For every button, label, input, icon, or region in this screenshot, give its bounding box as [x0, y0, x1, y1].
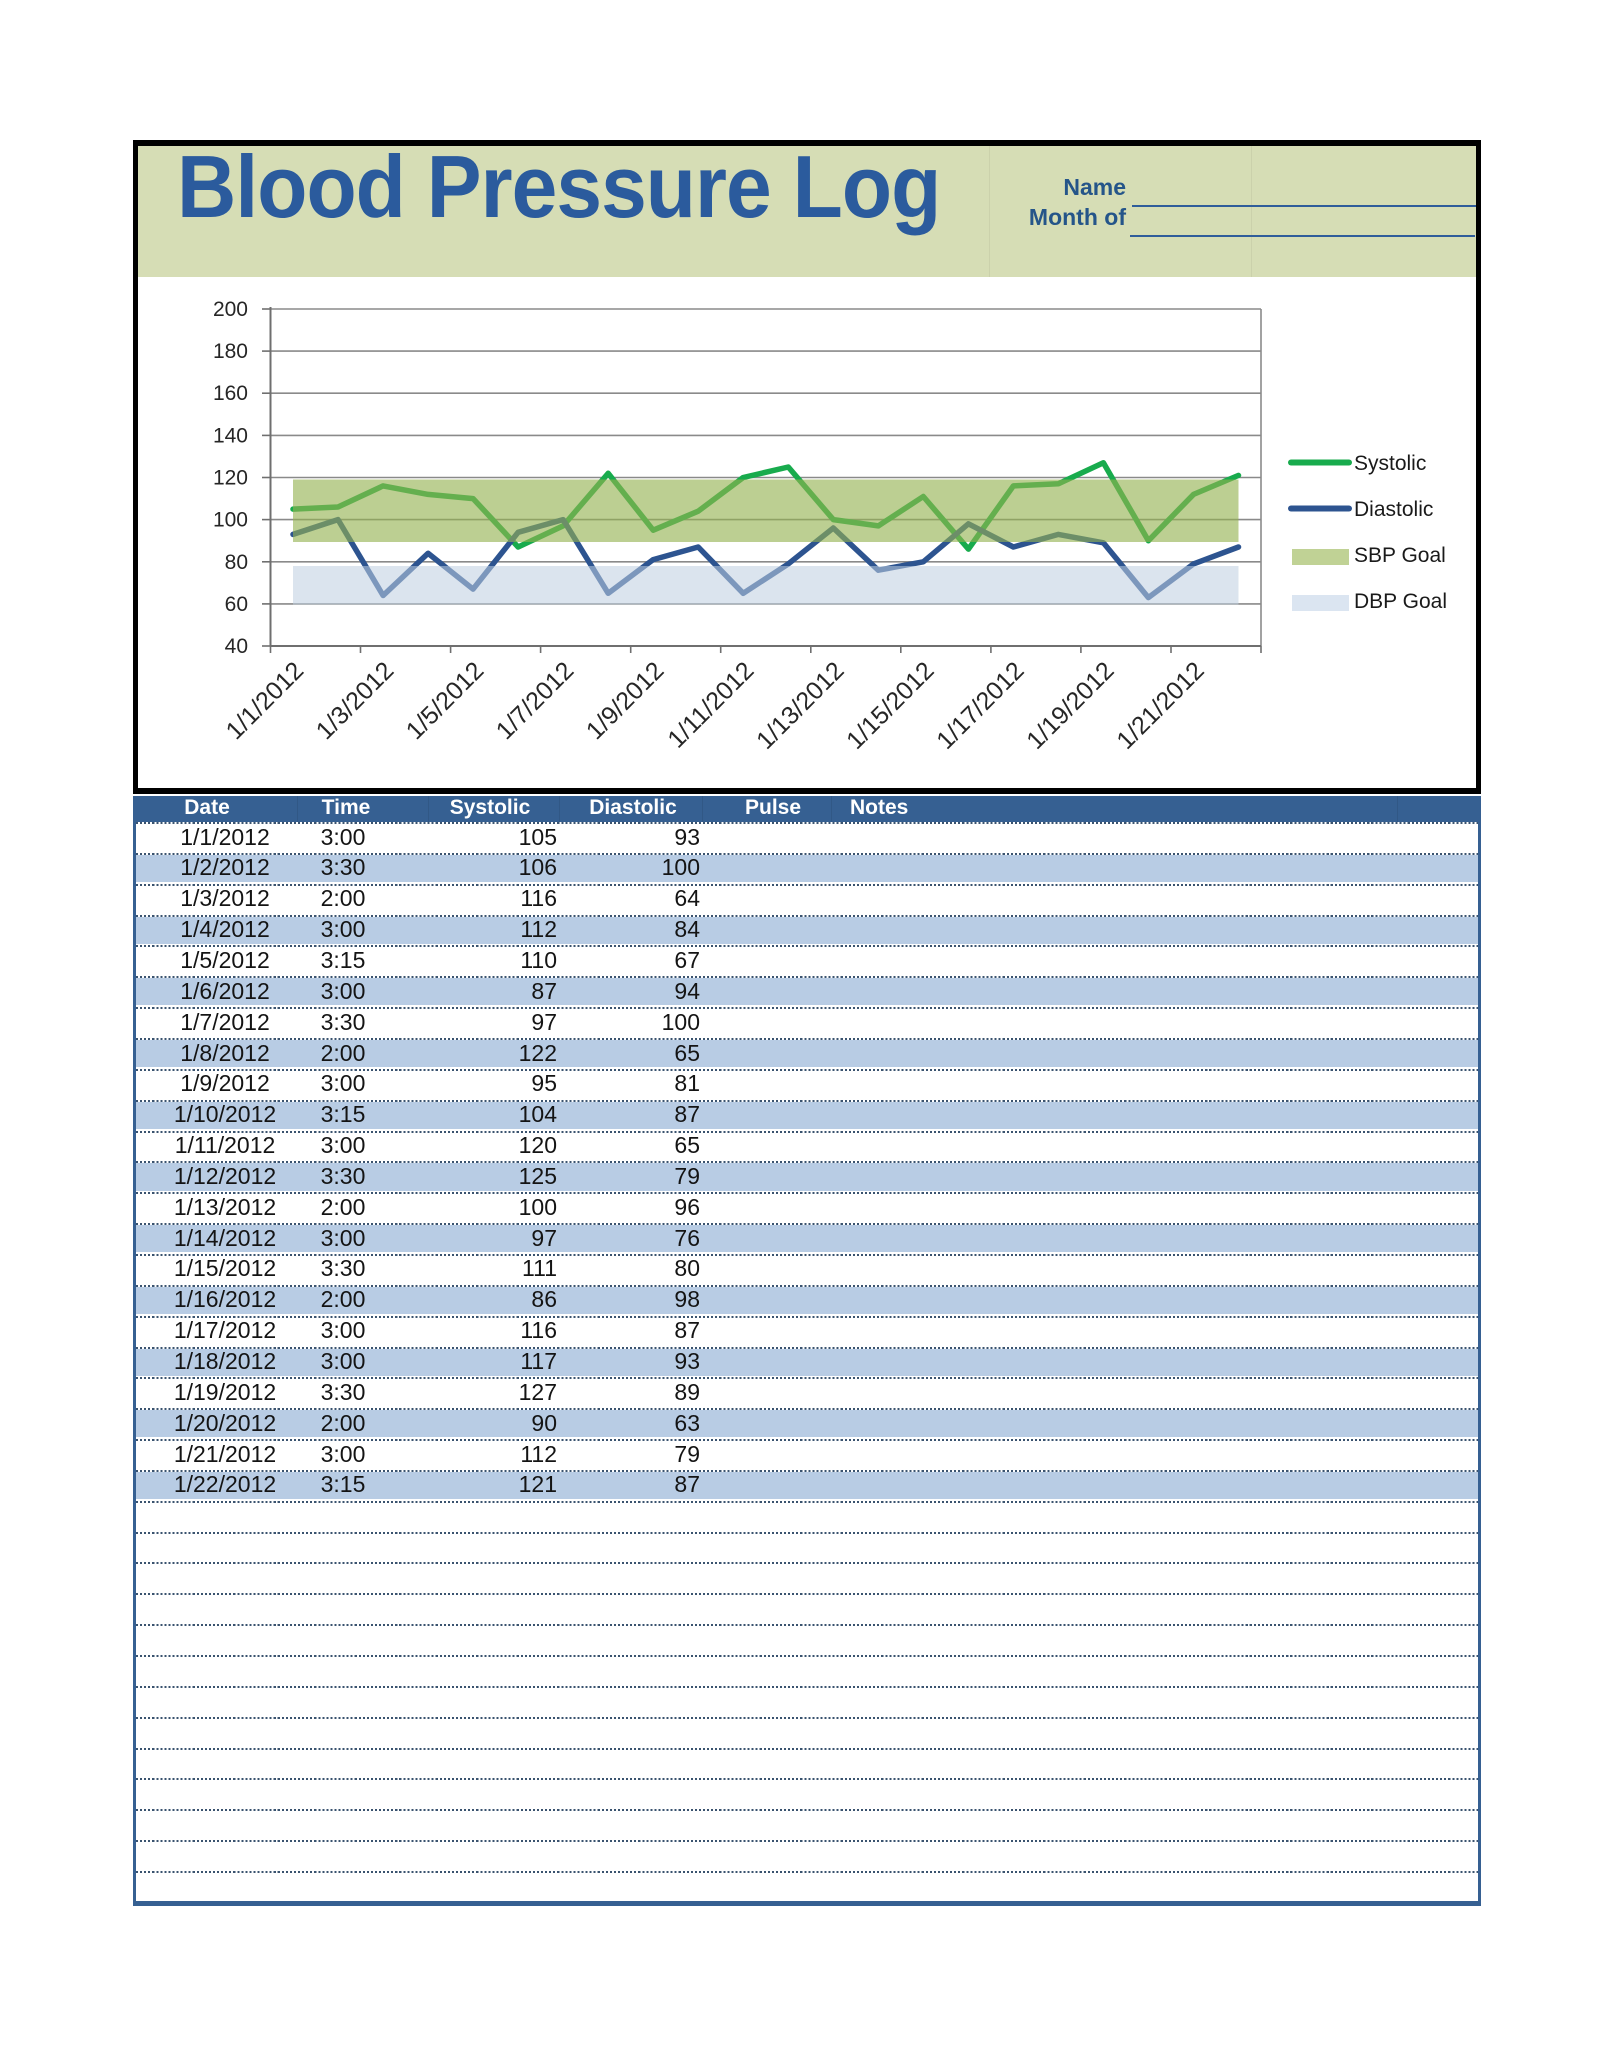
svg-text:140: 140	[213, 424, 248, 447]
svg-text:200: 200	[213, 298, 248, 321]
svg-text:Diastolic: Diastolic	[1354, 498, 1433, 521]
svg-text:1/11/2012: 1/11/2012	[662, 656, 759, 753]
svg-text:1/5/2012: 1/5/2012	[401, 656, 490, 745]
svg-text:1/7/2012: 1/7/2012	[491, 656, 580, 745]
svg-text:1/3/2012: 1/3/2012	[311, 656, 400, 745]
svg-text:1/19/2012: 1/19/2012	[1021, 656, 1119, 754]
svg-text:1/21/2012: 1/21/2012	[1111, 656, 1209, 754]
svg-text:Systolic: Systolic	[1354, 452, 1426, 475]
svg-text:1/1/2012: 1/1/2012	[221, 656, 310, 745]
svg-text:120: 120	[213, 467, 248, 490]
svg-text:180: 180	[213, 340, 248, 363]
svg-text:DBP Goal: DBP Goal	[1354, 590, 1447, 613]
svg-text:100: 100	[213, 509, 248, 532]
svg-text:80: 80	[225, 551, 248, 574]
svg-text:60: 60	[225, 593, 248, 616]
svg-text:160: 160	[213, 382, 248, 405]
svg-text:1/17/2012: 1/17/2012	[931, 656, 1029, 754]
svg-text:1/15/2012: 1/15/2012	[841, 656, 939, 754]
svg-text:40: 40	[225, 635, 248, 658]
svg-text:1/9/2012: 1/9/2012	[581, 656, 670, 745]
svg-text:SBP Goal: SBP Goal	[1354, 544, 1446, 567]
svg-text:1/13/2012: 1/13/2012	[751, 656, 849, 754]
